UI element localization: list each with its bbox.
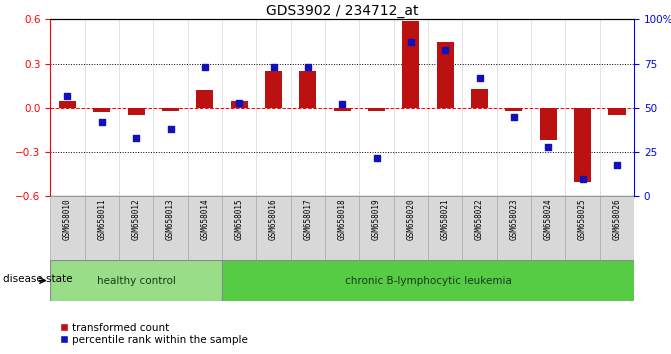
Bar (360, 196, 394, 260)
Text: GSM658023: GSM658023 (509, 198, 519, 240)
Bar (231, 101, 248, 108)
Text: GSM658016: GSM658016 (269, 198, 278, 240)
Text: GSM658024: GSM658024 (544, 198, 553, 240)
Bar (188, 196, 222, 260)
Bar (265, 71, 282, 108)
Point (337, 102, 348, 107)
Text: healthy control: healthy control (97, 275, 176, 286)
Text: chronic B-lymphocytic leukemia: chronic B-lymphocytic leukemia (345, 275, 511, 286)
Bar (462, 196, 497, 260)
Text: GSM658015: GSM658015 (235, 198, 244, 240)
Title: GDS3902 / 234712_at: GDS3902 / 234712_at (266, 5, 419, 18)
Bar (368, 108, 385, 111)
Text: GSM658018: GSM658018 (338, 198, 347, 240)
Point (509, 114, 519, 120)
Bar (127, 108, 145, 115)
Text: GSM658012: GSM658012 (132, 198, 141, 240)
Bar (566, 196, 600, 260)
Bar (291, 196, 325, 260)
Point (131, 135, 142, 141)
Text: GSM658022: GSM658022 (475, 198, 484, 240)
Bar (222, 196, 256, 260)
Bar (119, 196, 154, 260)
Bar (437, 42, 454, 108)
Bar (403, 21, 419, 108)
Point (199, 64, 210, 70)
Bar (505, 108, 523, 111)
Bar (85, 196, 119, 260)
Point (543, 144, 554, 150)
Point (303, 64, 313, 70)
Point (234, 100, 244, 105)
Bar (59, 101, 76, 108)
Legend: transformed count, percentile rank within the sample: transformed count, percentile rank withi… (56, 318, 252, 349)
Bar (574, 108, 591, 182)
Text: disease state: disease state (3, 274, 73, 284)
Bar (497, 196, 531, 260)
Point (268, 64, 279, 70)
Point (611, 162, 622, 167)
Bar (50, 260, 222, 301)
Text: GSM658026: GSM658026 (613, 198, 621, 240)
Point (440, 47, 451, 52)
Text: GSM658011: GSM658011 (97, 198, 106, 240)
Text: GSM658013: GSM658013 (166, 198, 175, 240)
Bar (256, 196, 291, 260)
Text: GSM658010: GSM658010 (63, 198, 72, 240)
Bar (471, 89, 488, 108)
Bar (50, 196, 85, 260)
Bar (325, 196, 360, 260)
Bar (333, 108, 351, 111)
Bar (531, 196, 566, 260)
Bar (539, 108, 557, 141)
Bar (93, 108, 111, 113)
Bar (600, 196, 634, 260)
Bar (428, 196, 462, 260)
Text: GSM658025: GSM658025 (578, 198, 587, 240)
Point (577, 176, 588, 182)
Bar (299, 71, 317, 108)
Text: GSM658019: GSM658019 (372, 198, 381, 240)
Point (62, 93, 73, 98)
Bar (394, 196, 428, 260)
Point (405, 40, 416, 45)
Bar (222, 260, 634, 301)
Bar (196, 90, 213, 108)
Bar (609, 108, 625, 115)
Point (371, 155, 382, 160)
Text: GSM658020: GSM658020 (407, 198, 415, 240)
Text: GSM658014: GSM658014 (201, 198, 209, 240)
Bar (162, 108, 179, 111)
Text: GSM658021: GSM658021 (441, 198, 450, 240)
Point (97, 119, 107, 125)
Point (165, 126, 176, 132)
Point (474, 75, 485, 81)
Bar (154, 196, 188, 260)
Text: GSM658017: GSM658017 (303, 198, 313, 240)
